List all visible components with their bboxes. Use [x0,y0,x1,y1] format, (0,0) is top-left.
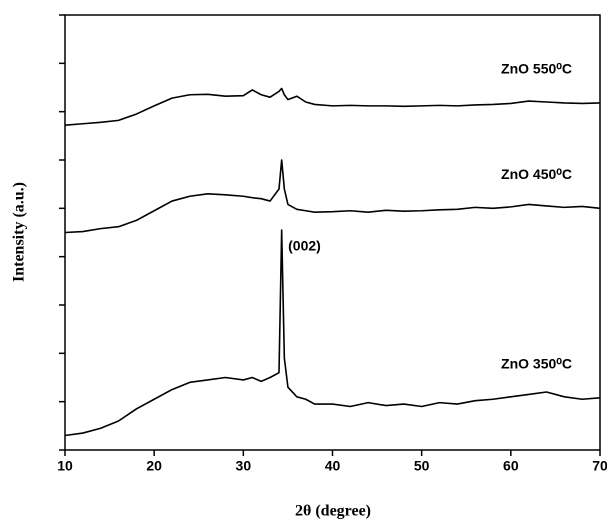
series-label: ZnO 450⁰C [501,166,572,182]
annotation: (002) [288,238,321,254]
x-tick-label: 10 [57,458,73,474]
series-line [64,87,601,126]
series-line [64,229,601,437]
x-tick-label: 20 [146,458,162,474]
x-tick-label: 60 [503,458,519,474]
series-line [64,159,601,234]
plot-frame [64,14,601,451]
x-axis-label: 2θ (degree) [295,503,371,520]
series-label: ZnO 550⁰C [501,61,572,77]
x-tick-label: 70 [592,458,607,474]
x-tick-label: 40 [325,458,341,474]
x-tick-label: 50 [414,458,430,474]
x-tick-label: 30 [236,458,252,474]
series-label: ZnO 350⁰C [501,356,572,372]
y-axis-label: Intensity (a.u.) [11,182,28,282]
